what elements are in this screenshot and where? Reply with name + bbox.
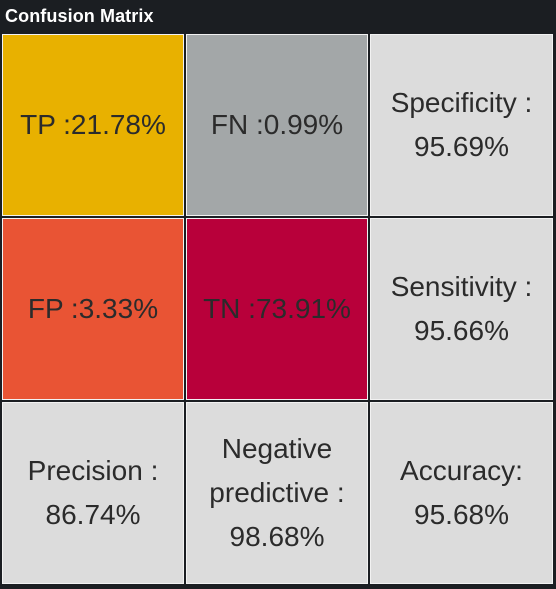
true-negative-cell: TN :73.91% bbox=[186, 218, 368, 400]
precision-cell: Precision : 86.74% bbox=[2, 402, 184, 584]
negative-predictive-label-line1: Negative bbox=[221, 433, 333, 464]
true-positive-cell: TP :21.78% bbox=[2, 34, 184, 216]
accuracy-value: 95.68% bbox=[414, 499, 509, 530]
sensitivity-value: 95.66% bbox=[414, 315, 509, 346]
specificity-value: 95.69% bbox=[414, 131, 509, 162]
negative-predictive-value: 98.68% bbox=[229, 521, 325, 552]
true-positive-text: TP :21.78% bbox=[20, 109, 166, 140]
accuracy-cell: Accuracy: 95.68% bbox=[370, 402, 553, 584]
negative-predictive-label-line2: predictive : bbox=[209, 477, 345, 508]
sensitivity-label: Sensitivity : bbox=[390, 271, 533, 302]
false-positive-text: FP :3.33% bbox=[27, 293, 159, 324]
specificity-label: Specificity : bbox=[390, 87, 533, 118]
panel-title: Confusion Matrix bbox=[5, 6, 154, 26]
false-negative-cell: FN :0.99% bbox=[186, 34, 368, 216]
true-negative-text: TN :73.91% bbox=[203, 293, 351, 324]
sensitivity-cell: Sensitivity : 95.66% bbox=[370, 218, 553, 400]
precision-value: 86.74% bbox=[45, 499, 141, 530]
specificity-cell: Specificity : 95.69% bbox=[370, 34, 553, 216]
matrix-grid: TP :21.78% FN :0.99% Specificity : 95.69… bbox=[2, 34, 553, 584]
false-negative-text: FN :0.99% bbox=[210, 109, 344, 140]
accuracy-label: Accuracy: bbox=[400, 455, 523, 486]
false-positive-cell: FP :3.33% bbox=[2, 218, 184, 400]
negative-predictive-cell: Negative predictive : 98.68% bbox=[186, 402, 368, 584]
precision-label: Precision : bbox=[27, 455, 159, 486]
